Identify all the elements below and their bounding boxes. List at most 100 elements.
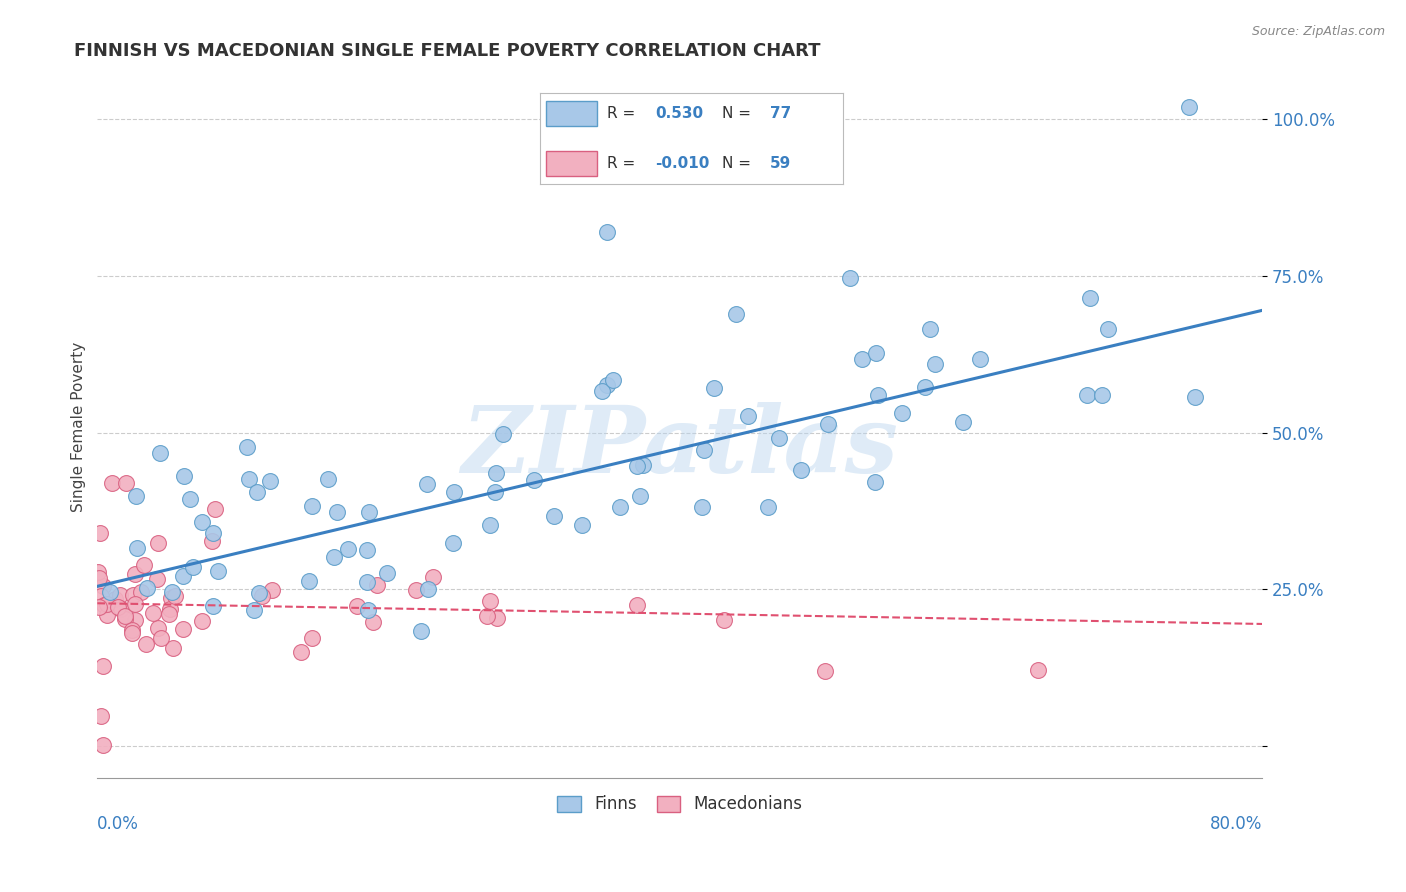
Text: FINNISH VS MACEDONIAN SINGLE FEMALE POVERTY CORRELATION CHART: FINNISH VS MACEDONIAN SINGLE FEMALE POVE…	[75, 42, 821, 60]
Point	[441, 536, 464, 550]
Point	[415, 476, 437, 491]
Point	[252, 589, 274, 603]
Point	[124, 613, 146, 627]
Point	[366, 577, 388, 591]
Point	[301, 499, 323, 513]
Point	[1091, 388, 1114, 402]
Point	[146, 572, 169, 586]
Point	[326, 505, 349, 519]
Y-axis label: Single Female Poverty: Single Female Poverty	[72, 342, 86, 511]
Legend: Finns, Macedonians: Finns, Macedonians	[551, 789, 808, 820]
Text: 80.0%: 80.0%	[1209, 815, 1263, 833]
Point	[405, 583, 427, 598]
Point	[690, 500, 713, 514]
Point	[173, 469, 195, 483]
Point	[416, 582, 439, 596]
Point	[626, 598, 648, 612]
Point	[914, 380, 936, 394]
Point	[146, 536, 169, 550]
Point	[817, 417, 839, 432]
Point	[602, 373, 624, 387]
Point	[101, 475, 124, 490]
Point	[485, 466, 508, 480]
Point	[357, 602, 380, 616]
Point	[359, 505, 381, 519]
Point	[157, 607, 180, 621]
Point	[737, 409, 759, 424]
Point	[863, 475, 886, 490]
Point	[86, 566, 108, 580]
Point	[290, 645, 312, 659]
Point	[591, 384, 613, 399]
Point	[596, 225, 619, 239]
Point	[159, 602, 181, 616]
Point	[891, 406, 914, 420]
Point	[172, 622, 194, 636]
Point	[756, 500, 779, 514]
Point	[1184, 390, 1206, 404]
Point	[571, 517, 593, 532]
Point	[172, 569, 194, 583]
Point	[90, 708, 112, 723]
Point	[191, 515, 214, 529]
Point	[475, 609, 498, 624]
Point	[443, 484, 465, 499]
Point	[93, 579, 115, 593]
Point	[337, 541, 360, 556]
Point	[409, 624, 432, 638]
Point	[121, 626, 143, 640]
Point	[1097, 322, 1119, 336]
Point	[478, 594, 501, 608]
Point	[91, 738, 114, 752]
Point	[181, 560, 204, 574]
Point	[952, 415, 974, 429]
Point	[162, 640, 184, 655]
Point	[346, 599, 368, 613]
Point	[107, 600, 129, 615]
Point	[543, 508, 565, 523]
Point	[920, 322, 942, 336]
Point	[868, 388, 890, 402]
Point	[202, 525, 225, 540]
Point	[713, 614, 735, 628]
Point	[247, 585, 270, 599]
Point	[131, 584, 153, 599]
Point	[609, 500, 631, 514]
Point	[87, 600, 110, 615]
Point	[693, 443, 716, 458]
Point	[486, 611, 509, 625]
Point	[162, 585, 184, 599]
Point	[851, 351, 873, 366]
Point	[124, 597, 146, 611]
Point	[768, 431, 790, 445]
Text: ZIPatlas: ZIPatlas	[461, 402, 898, 492]
Point	[124, 489, 146, 503]
Point	[160, 591, 183, 606]
Point	[1178, 99, 1201, 113]
Point	[90, 589, 112, 603]
Point	[259, 474, 281, 488]
Point	[127, 541, 149, 555]
Point	[100, 585, 122, 599]
Point	[375, 566, 398, 580]
Point	[356, 543, 378, 558]
Point	[148, 622, 170, 636]
Point	[322, 549, 344, 564]
Point	[201, 534, 224, 549]
Point	[1078, 291, 1101, 305]
Point	[135, 581, 157, 595]
Text: Source: ZipAtlas.com: Source: ZipAtlas.com	[1251, 25, 1385, 38]
Point	[626, 458, 648, 473]
Point	[108, 588, 131, 602]
Point	[356, 574, 378, 589]
Point	[628, 490, 651, 504]
Point	[202, 599, 225, 613]
Point	[207, 564, 229, 578]
Point	[135, 637, 157, 651]
Point	[301, 631, 323, 645]
Point	[204, 501, 226, 516]
Point	[165, 589, 187, 603]
Point	[93, 598, 115, 612]
Point	[115, 475, 138, 490]
Point	[422, 570, 444, 584]
